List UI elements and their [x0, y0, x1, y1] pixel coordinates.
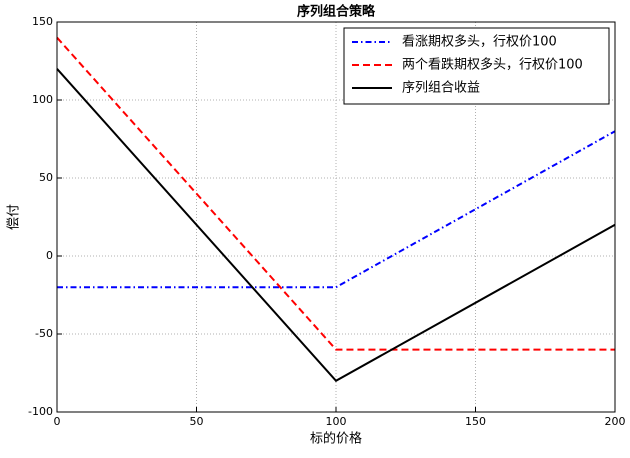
series-line: [56, 36, 615, 351]
legend-label: 序列组合收益: [402, 81, 480, 96]
y-tick-label: 100: [32, 93, 53, 106]
chart-title: 序列组合策略: [297, 4, 376, 20]
x-tick-label: 150: [465, 415, 486, 428]
y-tick-label: 50: [39, 171, 53, 184]
legend-label: 看涨期权多头，行权价100: [402, 34, 557, 50]
series-line: [56, 68, 616, 383]
x-tick-label: 50: [190, 415, 204, 428]
plot-frame: [56, 21, 616, 413]
y-axis-label: 偿付: [7, 204, 22, 230]
legend-label: 两个看跌期权多头，行权价100: [402, 57, 583, 73]
x-tick-label: 0: [54, 415, 61, 428]
x-tick-label: 100: [326, 415, 347, 428]
x-axis-label: 标的价格: [310, 431, 362, 447]
y-tick-label: -100: [28, 405, 53, 418]
series-line: [57, 130, 616, 289]
y-tick-label: 150: [32, 15, 53, 28]
x-tick-label: 200: [605, 415, 626, 428]
y-tick-label: -50: [35, 327, 53, 340]
y-tick-label: 0: [46, 249, 53, 262]
